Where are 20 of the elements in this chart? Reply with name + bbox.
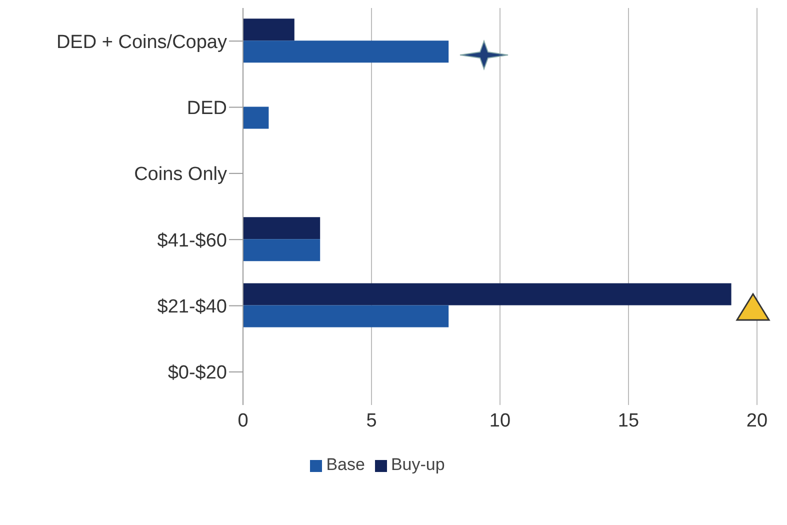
legend-label: Buy-up <box>390 455 445 474</box>
y-tick-label: DED + Coins/Copay <box>56 32 228 53</box>
y-tick-label: DED <box>186 98 227 119</box>
y-tick-label: $0-$20 <box>168 362 227 384</box>
x-tick-label: 0 <box>238 410 248 432</box>
bar <box>243 217 320 240</box>
bar <box>243 40 449 63</box>
x-tick-label: 10 <box>489 410 511 432</box>
y-tick-label: $21-$40 <box>157 296 227 318</box>
x-tick-label: 15 <box>618 410 640 432</box>
legend-label: Base <box>326 455 365 474</box>
y-tick-label: Coins Only <box>134 164 228 186</box>
bar <box>243 283 732 306</box>
bar <box>243 305 449 328</box>
bar <box>243 239 320 262</box>
bar <box>243 18 294 41</box>
x-tick-label: 5 <box>366 410 377 432</box>
x-tick-label: 20 <box>746 410 768 432</box>
bar <box>243 106 269 129</box>
y-tick-label: $41-$60 <box>157 230 227 252</box>
